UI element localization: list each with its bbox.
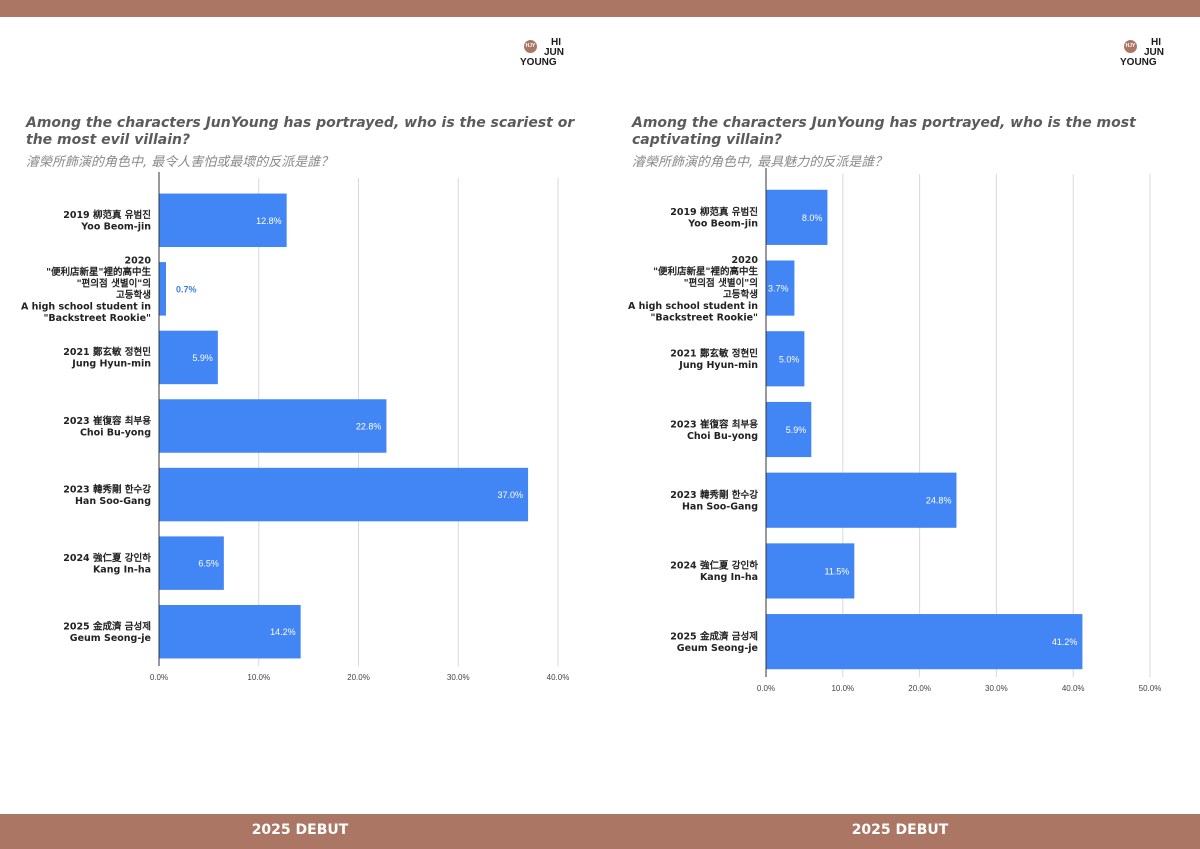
x-tick-label: 10.0% bbox=[831, 684, 854, 693]
x-tick-label: 0.0% bbox=[757, 684, 775, 693]
category-label: Kang In-ha bbox=[93, 564, 151, 575]
bar bbox=[159, 262, 166, 316]
category-label: 2020 bbox=[732, 255, 759, 266]
category-label: 고등학생 bbox=[116, 289, 151, 301]
category-label: 고등학생 bbox=[723, 288, 758, 300]
category-label: "Backstreet Rookie" bbox=[650, 312, 758, 323]
category-label: Geum Seong-je bbox=[677, 643, 758, 654]
category-label: Kang In-ha bbox=[700, 572, 758, 583]
bottom-brand-bar bbox=[0, 814, 1200, 849]
category-label: 2025 金成濟 금성제 bbox=[63, 620, 151, 632]
logo-text-young: YOUNG bbox=[520, 57, 557, 68]
category-label: Han Soo-Gang bbox=[682, 501, 758, 512]
bar bbox=[766, 543, 855, 599]
data-label: 0.7% bbox=[176, 284, 197, 294]
bar bbox=[159, 193, 287, 248]
category-label: "편의점 샛별이"의 bbox=[77, 278, 151, 290]
x-tick-label: 40.0% bbox=[1062, 684, 1085, 693]
chart-subtitle-right: 濬榮所飾演的角色中, 最具魅力的反派是誰？ bbox=[632, 155, 888, 170]
bar bbox=[766, 260, 795, 316]
chart-subtitle-left: 濬榮所飾演的角色中, 最令人害怕或最壞的反派是誰？ bbox=[26, 155, 334, 170]
bar bbox=[766, 472, 957, 528]
x-tick-label: 50.0% bbox=[1139, 684, 1162, 693]
bar-chart-scariest-villain: 0.0% 10.0% 20.0% 30.0% 40.0% 12.8% 2019 柳范真 유범… bbox=[21, 172, 570, 682]
bar bbox=[159, 399, 387, 453]
category-label: Choi Bu-yong bbox=[687, 431, 758, 442]
chart-title-right: Among the characters JunYoung has portra… bbox=[632, 115, 1136, 148]
category-label: Choi Bu-yong bbox=[80, 427, 151, 438]
chart-title-left: Among the characters JunYoung has portra… bbox=[26, 115, 575, 148]
category-label: 2024 強仁夏 강인하 bbox=[63, 552, 151, 564]
category-label: 2024 強仁夏 강인하 bbox=[670, 560, 758, 572]
x-tick-label: 30.0% bbox=[985, 684, 1008, 693]
data-label: 41.2% bbox=[1052, 637, 1078, 647]
logo-text-jun: JUN bbox=[1144, 47, 1165, 58]
bar bbox=[766, 614, 1083, 670]
bar bbox=[159, 604, 301, 659]
data-label: 3.7% bbox=[768, 284, 789, 294]
logo-text-hi: HI bbox=[551, 37, 561, 48]
category-label: "편의점 샛별이"의 bbox=[684, 277, 758, 289]
data-label: 5.0% bbox=[779, 354, 800, 364]
logo-text-jun: JUN bbox=[544, 47, 565, 58]
logo-mark-icon: HJY bbox=[1124, 40, 1137, 53]
bar bbox=[159, 536, 224, 590]
hi-jun-young-logo: HJY HI JUN YOUNG bbox=[1120, 38, 1180, 70]
data-label: 11.5% bbox=[824, 566, 849, 576]
data-label: 5.9% bbox=[786, 425, 807, 435]
x-tick-label: 20.0% bbox=[347, 673, 370, 682]
bar bbox=[159, 467, 529, 522]
footer-label-left: 2025 DEBUT bbox=[251, 822, 349, 838]
category-label: Jung Hyun-min bbox=[71, 359, 151, 370]
category-label: Jung Hyun-min bbox=[678, 360, 758, 371]
logo-mark-icon: HJY bbox=[524, 40, 537, 53]
x-tick-label: 0.0% bbox=[150, 673, 168, 682]
category-label: Geum Seong-je bbox=[70, 633, 151, 644]
x-tick-label: 10.0% bbox=[247, 673, 270, 682]
top-brand-bar bbox=[0, 0, 1200, 17]
hi-jun-young-logo: HJY HI JUN YOUNG bbox=[520, 38, 580, 70]
bar bbox=[159, 330, 218, 385]
category-label: A high school student in bbox=[21, 302, 151, 313]
category-label: 2019 柳范真 유범진 bbox=[670, 206, 758, 218]
data-label: 22.8% bbox=[356, 422, 382, 432]
category-label: 2023 崔復容 최부용 bbox=[63, 415, 151, 427]
category-label: 2025 金成濟 금성제 bbox=[670, 630, 758, 642]
category-label: Yoo Beom-jin bbox=[687, 219, 758, 230]
logo-text-hi: HI bbox=[1151, 37, 1161, 48]
data-label: 8.0% bbox=[802, 213, 823, 223]
category-label: 2021 鄭玄敏 정현민 bbox=[63, 346, 151, 358]
data-label: 6.5% bbox=[198, 559, 219, 569]
x-tick-label: 20.0% bbox=[908, 684, 931, 693]
category-label: Yoo Beom-jin bbox=[80, 222, 151, 233]
data-label: 5.9% bbox=[192, 353, 213, 363]
category-label: 2021 鄭玄敏 정현민 bbox=[670, 348, 758, 360]
bar-chart-captivating-villain: 0.0% 10.0% 20.0% 30.0% 40.0% 50.0% 8.0% 2019 柳范… bbox=[628, 168, 1162, 693]
category-label: "Backstreet Rookie" bbox=[43, 313, 151, 324]
bar bbox=[766, 331, 805, 387]
x-tick-label: 30.0% bbox=[447, 673, 470, 682]
category-label: "便利店新星"裡的高中生 bbox=[46, 266, 151, 278]
x-tick-label: 40.0% bbox=[547, 673, 570, 682]
category-label: "便利店新星"裡的高中生 bbox=[653, 265, 758, 277]
category-label: A high school student in bbox=[628, 301, 758, 312]
category-label: 2023 韓秀剛 한수강 bbox=[63, 483, 151, 495]
data-label: 24.8% bbox=[926, 496, 952, 506]
logo-text-young: YOUNG bbox=[1120, 57, 1157, 68]
bar bbox=[766, 401, 812, 458]
category-label: 2020 bbox=[125, 256, 152, 267]
category-label: 2023 崔復容 최부용 bbox=[670, 418, 758, 430]
footer-label-right: 2025 DEBUT bbox=[851, 822, 949, 838]
category-label: Han Soo-Gang bbox=[75, 496, 151, 507]
data-label: 37.0% bbox=[498, 490, 524, 500]
category-label: 2019 柳范真 유범진 bbox=[63, 209, 151, 221]
data-label: 12.8% bbox=[256, 216, 282, 226]
bar bbox=[766, 189, 828, 245]
category-label: 2023 韓秀剛 한수강 bbox=[670, 489, 758, 501]
data-label: 14.2% bbox=[270, 627, 296, 637]
